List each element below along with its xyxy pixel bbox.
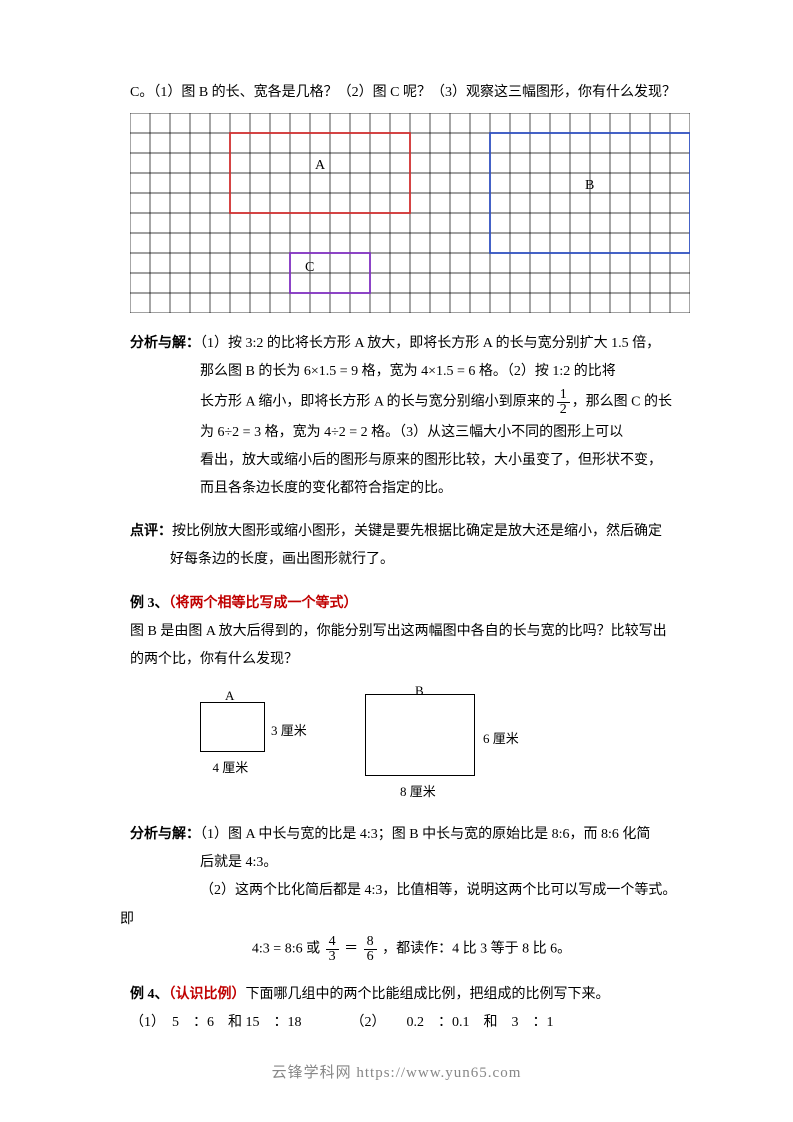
- rectB-height: 6 厘米: [483, 727, 519, 750]
- analysis2-ji: 即: [120, 907, 134, 932]
- diagram2: A 3 厘米 4 厘米 B 6 厘米 8 厘米: [190, 684, 590, 804]
- equation: 4:3 = 8:6 或 43 ＝ 86 ，都读作：4 比 3 等于 8 比 6。: [130, 935, 693, 964]
- question-line: C。（1）图 B 的长、宽各是几格？（2）图 C 呢？（3）观察这三幅图形，你有…: [130, 80, 693, 105]
- analysis-p1d: 为 6÷2 = 3 格，宽为 4÷2 = 2 格。（3）从这三幅大小不同的图形上…: [130, 420, 693, 445]
- rectA-width: 4 厘米: [213, 756, 249, 779]
- analysis-p1f: 而且各条边长度的变化都符合指定的比。: [130, 476, 693, 501]
- analysis-p1b: 那么图 B 的长为 6×1.5 = 9 格，宽为 4×1.5 = 6 格。（2）…: [130, 359, 693, 384]
- analysis2-section: 分析与解：（1）图 A 中长与宽的比是 4:3；图 B 中长与宽的原始比是 8:…: [130, 822, 693, 964]
- rectB-box: [365, 694, 475, 776]
- review-label: 点评：: [130, 524, 172, 539]
- ex3-q1: 图 B 是由图 A 放大后得到的，你能分别写出这两幅图中各自的长与宽的比吗？比较…: [130, 619, 693, 644]
- review-section: 点评：按比例放大图形或缩小图形，关键是要先根据比确定是放大还是缩小，然后确定 好…: [130, 519, 693, 572]
- rect-a-label: A: [315, 153, 325, 178]
- ex4-title: （认识比例）: [169, 987, 246, 1002]
- analysis-p1c-b: ，那么图 C 的长: [572, 394, 672, 409]
- ex3-q2: 的两个比，你有什么发现？: [130, 647, 693, 672]
- ex4-options: （1） 5 ：6 和 15 ：18 （2） 0.2 ：0.1 和 3 ：1: [130, 1010, 693, 1035]
- ex3-title: （将两个相等比写成一个等式）: [169, 596, 358, 611]
- analysis2-p1: （1）图 A 中长与宽的比是 4:3；图 B 中长与宽的原始比是 8:6，而 8…: [200, 827, 650, 842]
- analysis-p1a: （1）按 3:2 的比将长方形 A 放大，即将长方形 A 的长与宽分别扩大 1.…: [200, 336, 660, 351]
- review-p2: 好每条边的长度，画出图形就行了。: [130, 547, 693, 572]
- analysis2-p2: 后就是 4:3。: [130, 850, 693, 875]
- analysis-label: 分析与解：: [130, 336, 200, 351]
- ex4-text: 下面哪几组中的两个比能组成比例，把组成的比例写下来。: [246, 987, 610, 1002]
- analysis2-label: 分析与解：: [130, 827, 200, 842]
- grid-svg: [130, 113, 690, 313]
- footer: 云锋学科网 https://www.yun65.com: [0, 1060, 793, 1087]
- ex4-label: 例 4、: [130, 987, 169, 1002]
- rect-c-label: C: [305, 255, 314, 280]
- rect-b-label: B: [585, 173, 594, 198]
- grid-diagram: A B C: [130, 113, 690, 313]
- review-p1: 按比例放大图形或缩小图形，关键是要先根据比确定是放大还是缩小，然后确定: [172, 524, 662, 539]
- analysis-p1c-a: 长方形 A 缩小，即将长方形 A 的长与宽分别缩小到原来的: [200, 394, 555, 409]
- analysis-p1e: 看出，放大或缩小后的图形与原来的图形比较，大小虽变了，但形状不变，: [130, 448, 693, 473]
- rectA-height: 3 厘米: [271, 719, 307, 742]
- ex3-label: 例 3、: [130, 596, 169, 611]
- example3-section: 例 3、（将两个相等比写成一个等式） 图 B 是由图 A 放大后得到的，你能分别…: [130, 591, 693, 673]
- example4-section: 例 4、（认识比例）下面哪几组中的两个比能组成比例，把组成的比例写下来。 （1）…: [130, 982, 693, 1035]
- rectB-width: 8 厘米: [400, 780, 436, 803]
- analysis2-p3: （2）这两个比化简后都是 4:3，比值相等，说明这两个比可以写成一个等式。: [130, 878, 693, 903]
- analysis-section: 分析与解：（1）按 3:2 的比将长方形 A 放大，即将长方形 A 的长与宽分别…: [130, 331, 693, 501]
- rectA-box: [200, 702, 265, 752]
- fraction-half: 12: [557, 388, 570, 417]
